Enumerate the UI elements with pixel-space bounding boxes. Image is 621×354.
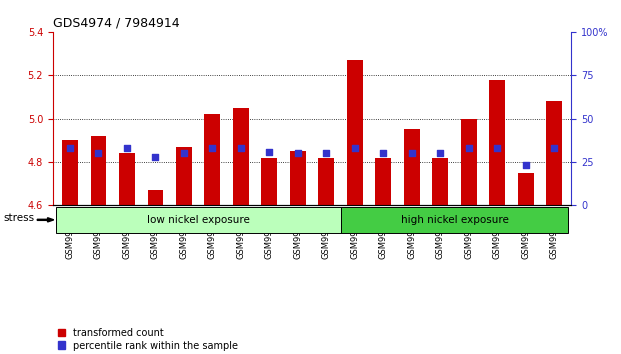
Bar — [119, 153, 135, 205]
Point — [236, 145, 246, 151]
Point — [407, 150, 417, 156]
Bar — [176, 147, 192, 205]
Bar — [404, 130, 420, 205]
Point — [378, 150, 388, 156]
Legend: transformed count, percentile rank within the sample: transformed count, percentile rank withi… — [58, 328, 238, 350]
Point — [179, 150, 189, 156]
Point — [65, 145, 75, 151]
Text: high nickel exposure: high nickel exposure — [401, 215, 509, 225]
Bar — [148, 190, 163, 205]
Bar — [376, 158, 391, 205]
Bar — [319, 158, 334, 205]
Bar — [290, 151, 306, 205]
Bar — [461, 119, 476, 205]
Point — [93, 150, 103, 156]
Text: GDS4974 / 7984914: GDS4974 / 7984914 — [53, 16, 179, 29]
Point — [492, 145, 502, 151]
Point — [321, 150, 331, 156]
Point — [265, 149, 274, 154]
Bar — [432, 158, 448, 205]
Point — [521, 162, 531, 168]
Point — [207, 145, 217, 151]
Point — [549, 145, 559, 151]
Bar — [204, 114, 220, 205]
Point — [350, 145, 360, 151]
Bar — [91, 136, 106, 205]
Point — [122, 145, 132, 151]
Text: low nickel exposure: low nickel exposure — [147, 215, 250, 225]
Text: stress: stress — [3, 213, 34, 223]
Point — [435, 150, 445, 156]
Bar — [546, 101, 562, 205]
Point — [150, 154, 160, 160]
Bar — [347, 60, 363, 205]
Bar — [261, 158, 277, 205]
Bar — [62, 140, 78, 205]
Point — [293, 150, 303, 156]
Bar — [489, 80, 505, 205]
Bar — [233, 108, 248, 205]
Point — [464, 145, 474, 151]
Bar — [518, 173, 533, 205]
